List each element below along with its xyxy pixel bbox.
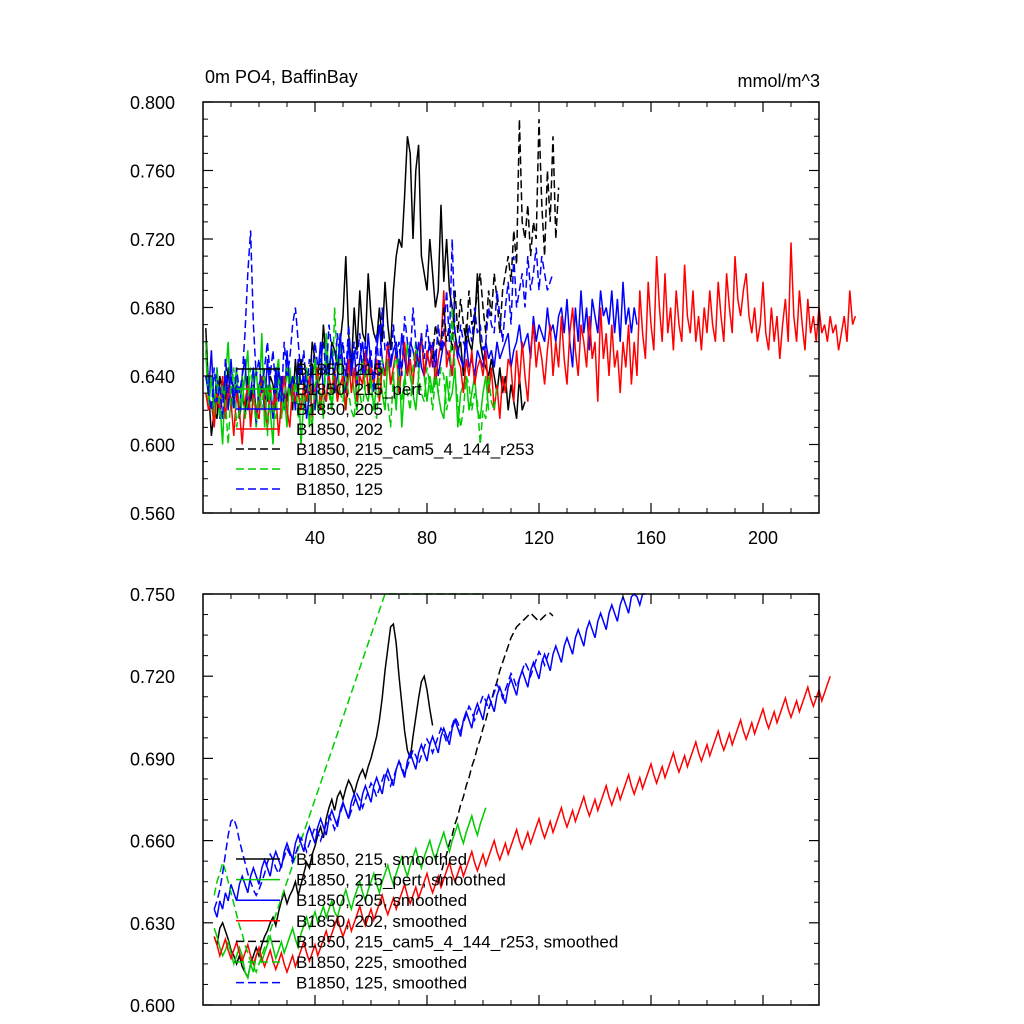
y-tick-label: 0.600 — [130, 436, 175, 456]
series-line-b1850-215-cam5-4-144-r253-smoothed — [437, 612, 554, 882]
series-line-b1850-125 — [205, 230, 554, 419]
y-tick-label: 0.750 — [130, 585, 175, 605]
y-tick-label: 0.680 — [130, 299, 175, 319]
legend-label: B1850, 202 — [296, 420, 383, 439]
top-axes: 0.560 0.600 0.640 0.680 0.720 0.760 0.800 40 80 1… — [130, 93, 819, 548]
legend-label: B1850, 202, smoothed — [296, 912, 467, 931]
y-tick-label: 0.630 — [130, 914, 175, 934]
y-tick-label: 0.720 — [130, 230, 175, 250]
legend-label: B1850, 125 — [296, 480, 383, 499]
y-tick-label: 0.800 — [130, 93, 175, 113]
y-tick-label: 0.690 — [130, 749, 175, 769]
x-tick-label: 80 — [417, 528, 437, 548]
legend-label: B1850, 215, smoothed — [296, 850, 467, 869]
top-panel-title: 0m PO4, BaffinBay — [205, 67, 358, 87]
bottom-panel: 0.600 0.630 0.660 0.690 0.720 0.750 B1850, 21… — [130, 585, 831, 1016]
x-tick-label: 40 — [305, 528, 325, 548]
legend-label: B1850, 215_cam5_4_144_r253 — [296, 440, 534, 459]
top-panel-units: mmol/m^3 — [738, 71, 820, 91]
series-line-b1850-225 — [205, 307, 498, 445]
legend-label: B1850, 215_pert — [296, 380, 422, 399]
x-tick-label: 120 — [524, 528, 554, 548]
legend-label: B1850, 215_pert, smoothed — [296, 871, 506, 890]
series-line-b1850-215-cam5-4-144-r253 — [431, 119, 560, 359]
bottom-axes: 0.600 0.630 0.660 0.690 0.720 0.750 — [130, 585, 819, 1016]
y-tick-label: 0.760 — [130, 162, 175, 182]
legend-label: B1850, 205, smoothed — [296, 891, 467, 910]
series-line-b1850-202-smoothed — [213, 675, 831, 975]
top-series-layer — [205, 119, 857, 445]
legend-label: B1850, 225, smoothed — [296, 953, 467, 972]
x-tick-label: 160 — [636, 528, 666, 548]
y-tick-label: 0.660 — [130, 832, 175, 852]
y-tick-label: 0.560 — [130, 504, 175, 524]
legend-label: B1850, 125, smoothed — [296, 974, 467, 993]
y-tick-label: 0.720 — [130, 667, 175, 687]
legend-label: B1850, 215 — [296, 360, 383, 379]
legend-label: B1850, 225 — [296, 460, 383, 479]
series-line-b1850-202 — [205, 242, 857, 445]
y-tick-label: 0.640 — [130, 367, 175, 387]
bottom-legend: B1850, 215, smoothed B1850, 215_pert, smo… — [236, 850, 618, 993]
y-tick-label: 0.600 — [130, 996, 175, 1016]
legend-label: B1850, 215_cam5_4_144_r253, smoothed — [296, 932, 618, 951]
bottom-series-layer — [213, 592, 831, 980]
x-tick-label: 200 — [748, 528, 778, 548]
series-line-b1850-125-smoothed — [213, 648, 551, 910]
legend-label: B1850, 205 — [296, 400, 383, 419]
top-panel: 0m PO4, BaffinBay mmol/m^3 0.560 0.600 0.6… — [130, 67, 857, 548]
